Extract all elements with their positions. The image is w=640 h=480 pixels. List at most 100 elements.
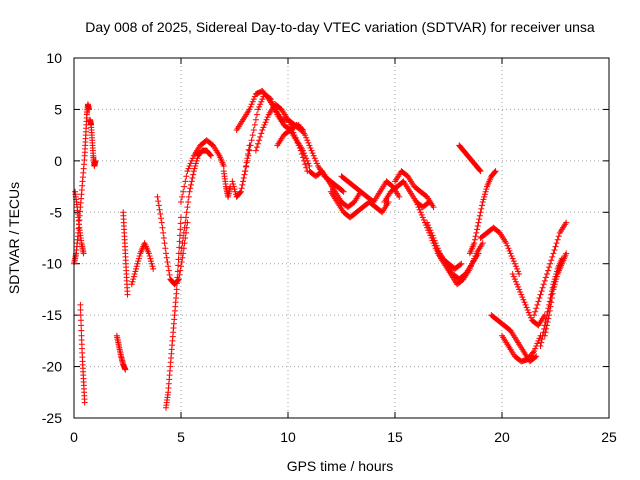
data-point (547, 260, 554, 267)
data-point (220, 163, 227, 169)
data-point (470, 258, 477, 265)
data-point (512, 263, 519, 270)
data-point (472, 253, 479, 259)
data-point (432, 240, 439, 247)
data-point (158, 219, 165, 226)
data-point (238, 185, 245, 192)
data-point (129, 278, 136, 285)
data-point (523, 304, 530, 311)
data-point (458, 260, 465, 267)
data-point (527, 314, 534, 321)
data-point (539, 284, 546, 291)
data-point (248, 101, 255, 108)
data-point (543, 271, 550, 277)
data-point (241, 171, 248, 178)
data-point (472, 233, 479, 240)
data-point (534, 340, 541, 347)
data-point (257, 101, 264, 108)
data-points (71, 87, 570, 411)
data-point (427, 227, 434, 234)
data-point (147, 255, 154, 262)
data-point (182, 178, 189, 185)
series-arc-5h-rise-b (178, 147, 214, 257)
data-point (555, 233, 562, 240)
data-point (237, 188, 244, 195)
y-tick-label: -25 (42, 410, 62, 426)
data-point (135, 258, 142, 265)
data-point (244, 157, 251, 164)
data-point (266, 95, 273, 102)
x-tick-label: 5 (177, 429, 185, 445)
data-point (122, 366, 129, 373)
data-point (546, 298, 553, 305)
data-point (302, 161, 309, 168)
data-point (537, 291, 544, 298)
series-arc-4h-dip (154, 193, 191, 288)
data-point (428, 229, 435, 236)
data-point (469, 260, 476, 267)
data-point (179, 193, 186, 200)
data-point (512, 278, 519, 285)
data-point (131, 271, 138, 277)
data-point (160, 235, 167, 241)
data-point (306, 142, 313, 149)
data-point (181, 224, 188, 231)
data-point (257, 133, 264, 140)
data-point (192, 160, 199, 167)
data-point (509, 255, 516, 262)
data-point (242, 168, 249, 175)
data-point (247, 103, 254, 110)
data-point (476, 212, 483, 219)
data-point (543, 322, 550, 329)
data-point (178, 263, 184, 270)
data-point (267, 96, 274, 103)
data-point (157, 211, 164, 217)
x-tick-label: 10 (280, 429, 296, 445)
series-arc-peak-3 (252, 101, 311, 175)
series-arc-15h (392, 168, 437, 211)
data-point (239, 181, 246, 188)
series-arc-18h (456, 142, 484, 175)
data-point (474, 223, 481, 229)
data-point (297, 147, 304, 154)
data-point (433, 242, 440, 249)
data-point (78, 322, 85, 329)
data-point (180, 188, 187, 195)
data-point (547, 303, 554, 310)
data-point (150, 265, 157, 272)
data-point (259, 96, 266, 103)
data-point (178, 245, 185, 252)
data-point (515, 268, 522, 275)
y-axis-label: SDTVAR / TECUs (6, 182, 22, 294)
series-arc-7h (220, 168, 234, 200)
data-point (177, 226, 184, 233)
data-point (479, 199, 486, 205)
data-point (546, 307, 553, 314)
data-point (184, 204, 191, 211)
data-point (532, 354, 539, 361)
data-point (80, 250, 87, 257)
data-point (308, 147, 315, 154)
data-point (479, 240, 486, 247)
data-point (78, 327, 85, 334)
data-point (513, 265, 520, 272)
series-arc-18h-b (466, 168, 499, 257)
data-point (548, 295, 555, 301)
data-point (180, 235, 187, 241)
data-point (473, 229, 480, 236)
data-point (163, 250, 170, 257)
data-point (313, 160, 320, 167)
series-arc-early-4 (77, 301, 88, 406)
series-arc-3h (128, 240, 157, 288)
y-tick-label: 5 (54, 101, 62, 117)
data-point (185, 199, 192, 205)
series-arc-2h-b (120, 209, 131, 298)
data-point (549, 253, 556, 260)
data-point (261, 121, 268, 128)
data-point (229, 178, 236, 185)
data-point (521, 299, 528, 306)
data-point (466, 265, 473, 272)
data-point (519, 294, 526, 301)
data-point (183, 209, 190, 216)
data-point (511, 260, 518, 267)
